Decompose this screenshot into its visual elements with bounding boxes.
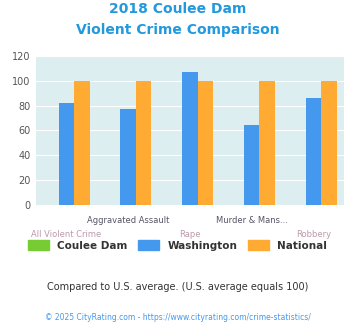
Text: Robbery: Robbery [296,230,331,239]
Text: Aggravated Assault: Aggravated Assault [87,216,169,225]
Bar [74,81,89,205]
Bar [59,103,74,205]
Bar [120,109,136,205]
Bar [136,81,151,205]
Bar [244,125,260,205]
Bar [306,98,321,205]
Text: 2018 Coulee Dam: 2018 Coulee Dam [109,2,246,16]
Bar [182,72,198,205]
Bar [260,81,275,205]
Text: Compared to U.S. average. (U.S. average equals 100): Compared to U.S. average. (U.S. average … [47,282,308,292]
Text: All Violent Crime: All Violent Crime [31,230,102,239]
Text: Violent Crime Comparison: Violent Crime Comparison [76,23,279,37]
Text: Murder & Mans...: Murder & Mans... [216,216,288,225]
Legend: Coulee Dam, Washington, National: Coulee Dam, Washington, National [24,236,331,255]
Text: © 2025 CityRating.com - https://www.cityrating.com/crime-statistics/: © 2025 CityRating.com - https://www.city… [45,314,310,322]
Bar [321,81,337,205]
Bar [198,81,213,205]
Text: Rape: Rape [179,230,201,239]
